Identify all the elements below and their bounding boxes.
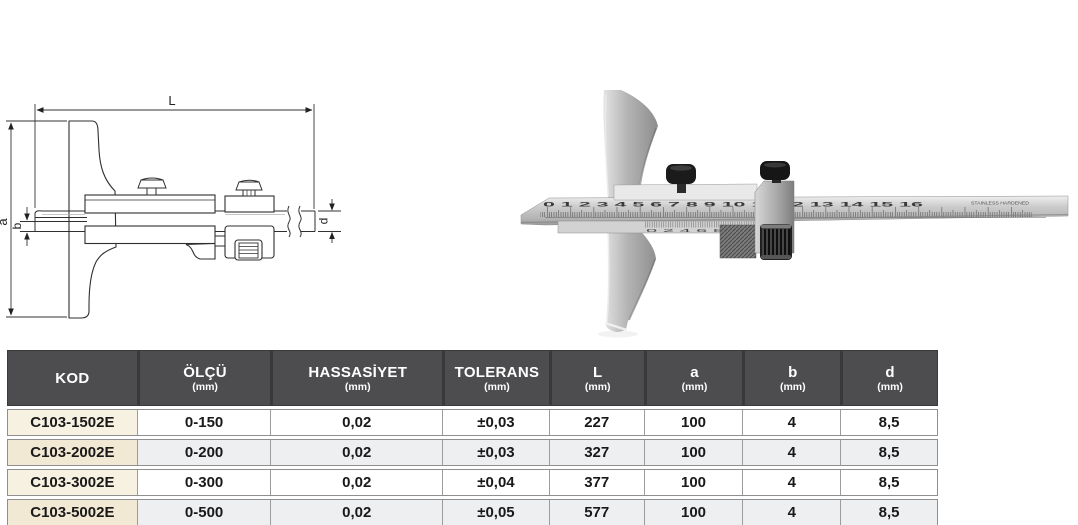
cell-b: 4 — [742, 470, 841, 495]
cell-hassasiyet: 0,02 — [270, 410, 443, 435]
cell-L: 327 — [548, 440, 644, 465]
column-header-olcu: ÖLÇÜ (mm) — [136, 351, 271, 405]
cell-hassasiyet: 0,02 — [270, 470, 443, 495]
cell-b: 4 — [742, 410, 841, 435]
slider-connector — [214, 235, 226, 247]
beam-brand-text: STAINLESS HARDENED — [971, 201, 1030, 206]
cell-kod: C103-2002E — [8, 440, 137, 465]
cell-olcu: 0-500 — [136, 500, 271, 525]
cell-kod: C103-3002E — [8, 470, 137, 495]
cell-L: 227 — [548, 410, 644, 435]
product-photo: 0 1 2 3 4 5 6 7 8 9 10 11 12 13 14 15 16… — [515, 78, 1078, 346]
cell-olcu: 0-150 — [136, 410, 271, 435]
cell-kod: C103-1502E — [8, 410, 137, 435]
dimension-a: a — [0, 120, 67, 318]
photo-clamp-block — [719, 224, 757, 259]
dimension-d: d — [317, 199, 341, 243]
photo-fine-knob — [760, 161, 790, 183]
cell-tolerans: ±0,04 — [442, 470, 549, 495]
column-header-d: d (mm) — [840, 351, 937, 405]
knurled-wheel — [239, 246, 258, 254]
cell-a: 100 — [643, 500, 743, 525]
photo-fine-wheel — [760, 224, 792, 260]
dim-d-label: d — [317, 218, 331, 225]
table-row: C103-1502E 0-150 0,02 ±0,03 227 100 4 8,… — [7, 409, 938, 436]
table-row: C103-2002E 0-200 0,02 ±0,03 327 100 4 8,… — [7, 439, 938, 466]
cell-d: 8,5 — [840, 470, 937, 495]
depth-caliper-diagram: L a b d — [0, 93, 341, 319]
column-header-a: a (mm) — [643, 351, 743, 405]
table-header-row: KOD ÖLÇÜ (mm) HASSASİYET (mm) TOLERANS (… — [7, 350, 938, 406]
dim-L-label: L — [168, 93, 175, 108]
column-header-L: L (mm) — [548, 351, 644, 405]
cell-d: 8,5 — [840, 440, 937, 465]
dim-a-label: a — [0, 218, 10, 226]
beam-break-symbol — [287, 205, 302, 238]
spec-table: KOD ÖLÇÜ (mm) HASSASİYET (mm) TOLERANS (… — [7, 350, 938, 525]
cell-olcu: 0-300 — [136, 470, 271, 495]
photo-lock-knob — [666, 164, 696, 193]
locking-screw — [137, 177, 167, 196]
technical-drawing: L a b d — [0, 83, 360, 331]
column-header-b: b (mm) — [742, 351, 840, 405]
upper-slider-block — [84, 194, 216, 214]
column-header-kod: KOD — [55, 369, 90, 387]
cell-a: 100 — [643, 410, 743, 435]
cell-a: 100 — [643, 440, 743, 465]
table-row: C103-3002E 0-300 0,02 ±0,04 377 100 4 8,… — [7, 469, 938, 496]
cell-b: 4 — [742, 500, 841, 525]
cell-d: 8,5 — [840, 500, 937, 525]
dimension-b: b — [10, 207, 39, 246]
cell-olcu: 0-200 — [136, 440, 271, 465]
vernier-numbers: 0 2 4 6 8 10 — [646, 228, 755, 233]
cell-kod: C103-5002E — [8, 500, 137, 525]
photo-beam: 0 1 2 3 4 5 6 7 8 9 10 11 12 13 14 15 16… — [520, 195, 1069, 226]
table-row: C103-5002E 0-500 0,02 ±0,05 577 100 4 8,… — [7, 499, 938, 525]
cell-d: 8,5 — [840, 410, 937, 435]
dim-b-label: b — [10, 222, 24, 229]
fine-adjust-unit — [224, 195, 275, 261]
depth-caliper-photo: 0 1 2 3 4 5 6 7 8 9 10 11 12 13 14 15 16… — [520, 90, 1069, 338]
lower-slider-block — [84, 225, 216, 260]
cell-b: 4 — [742, 440, 841, 465]
column-header-tolerans: TOLERANS (mm) — [442, 351, 549, 405]
ruler-numbers: 0 1 2 3 4 5 6 7 8 9 10 11 12 13 14 15 16 — [543, 202, 925, 209]
cell-a: 100 — [643, 470, 743, 495]
cell-hassasiyet: 0,02 — [270, 500, 443, 525]
cell-L: 577 — [548, 500, 644, 525]
cell-tolerans: ±0,05 — [442, 500, 549, 525]
cell-hassasiyet: 0,02 — [270, 440, 443, 465]
cell-L: 377 — [548, 470, 644, 495]
cell-tolerans: ±0,03 — [442, 440, 549, 465]
column-header-hassasiyet: HASSASİYET (mm) — [270, 351, 442, 405]
cell-tolerans: ±0,03 — [442, 410, 549, 435]
fine-adjust-screw — [235, 179, 263, 197]
caliper-base-outline — [68, 120, 117, 319]
